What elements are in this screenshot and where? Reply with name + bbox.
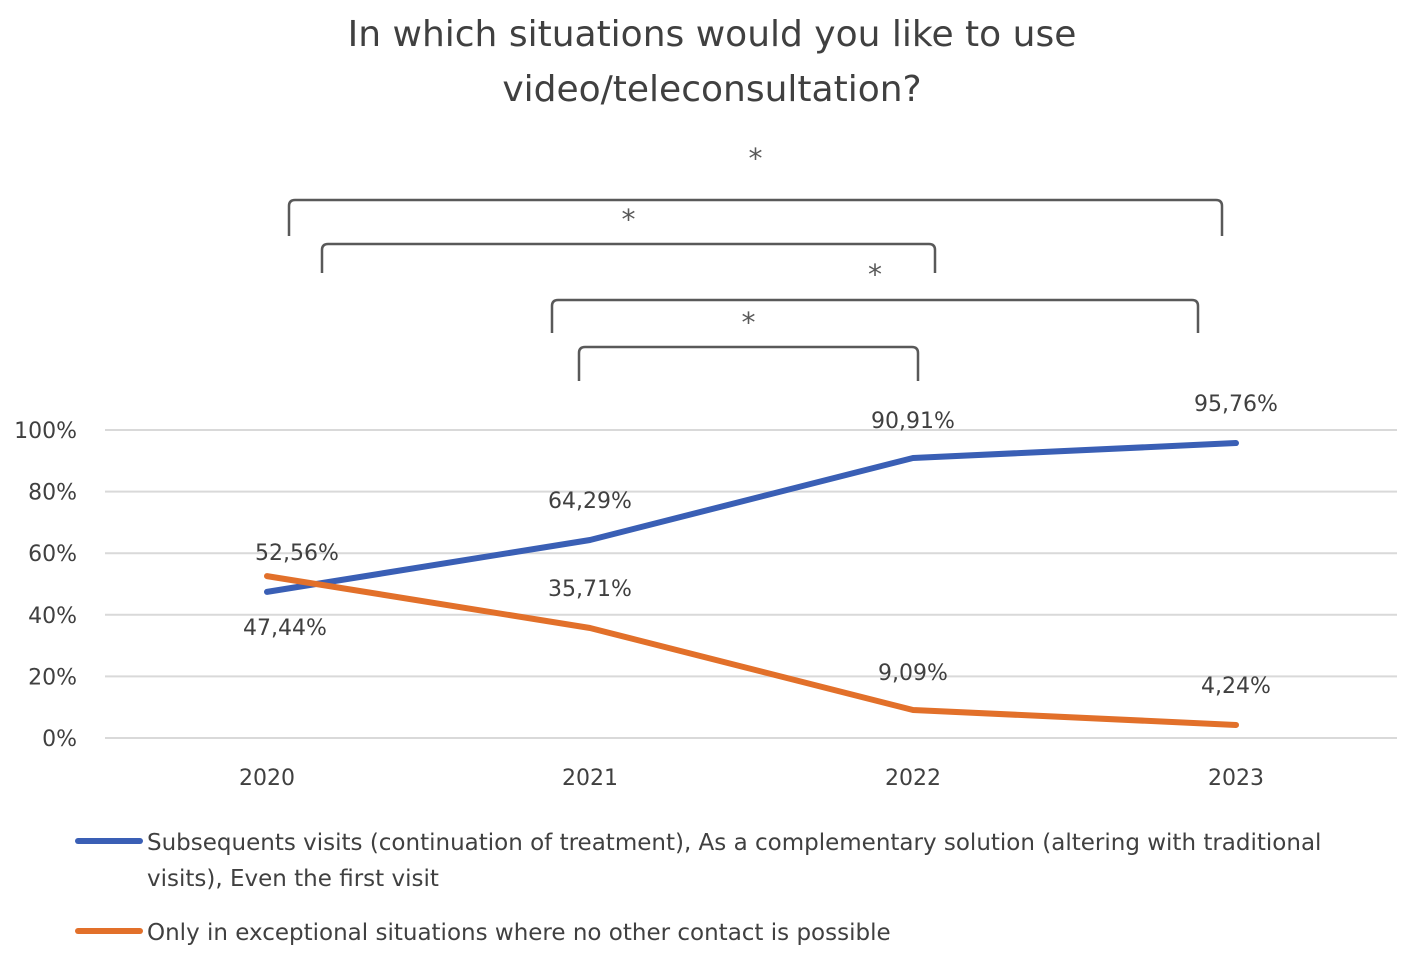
y-tick-label: 40%: [28, 604, 77, 629]
significance-star: *: [868, 258, 882, 291]
series-lines: [264, 440, 1239, 728]
data-label: 4,24%: [1201, 674, 1271, 699]
y-tick-label: 60%: [28, 542, 77, 567]
significance-star: *: [742, 306, 756, 339]
data-label: 64,29%: [548, 489, 632, 514]
data-label: 90,91%: [871, 409, 955, 434]
legend-label-2: Only in exceptional situations where no …: [147, 920, 891, 946]
significance-star: *: [749, 142, 763, 175]
chart-title: In which situations would you like to us…: [348, 14, 1077, 110]
y-tick-label: 20%: [28, 665, 77, 690]
gridlines: [105, 429, 1397, 739]
x-tick-label: 2020: [239, 766, 295, 791]
y-axis-ticks: 0% 20% 40% 60% 80% 100%: [14, 419, 77, 752]
x-tick-label: 2023: [1208, 766, 1264, 791]
significance-bracket-2020-2023: [287, 198, 1224, 236]
series-line-1: [264, 440, 1239, 595]
data-label: 95,76%: [1194, 392, 1278, 417]
y-tick-label: 0%: [42, 727, 77, 752]
chart-title-line-2: video/teleconsultation?: [502, 69, 921, 110]
data-labels: 47,44% 64,29% 90,91% 95,76% 52,56% 35,71% 9,09…: [243, 392, 1278, 699]
y-tick-label: 80%: [28, 481, 77, 506]
significance-bracket-2020-2022: [320, 242, 937, 273]
legend-label-1: visits), Even the first visit: [147, 866, 439, 892]
chart-title-line-1: In which situations would you like to us…: [348, 14, 1077, 55]
legend-label-1: Subsequents visits (continuation of trea…: [147, 830, 1321, 856]
legend: Subsequents visits (continuation of trea…: [75, 830, 1321, 946]
data-label: 47,44%: [243, 616, 327, 641]
x-axis-ticks: 2020 2021 2022 2023: [239, 766, 1264, 791]
series-line-2: [264, 573, 1239, 728]
data-label: 9,09%: [878, 661, 948, 686]
y-tick-label: 100%: [14, 419, 77, 444]
data-label: 52,56%: [255, 541, 339, 566]
significance-bracket-2021-2023: [550, 298, 1200, 333]
significance-star: *: [622, 203, 636, 236]
significance-brackets: * * * *: [287, 142, 1224, 381]
data-label: 35,71%: [548, 577, 632, 602]
x-tick-label: 2021: [562, 766, 618, 791]
significance-bracket-2021-2022: [577, 345, 920, 381]
x-tick-label: 2022: [885, 766, 941, 791]
